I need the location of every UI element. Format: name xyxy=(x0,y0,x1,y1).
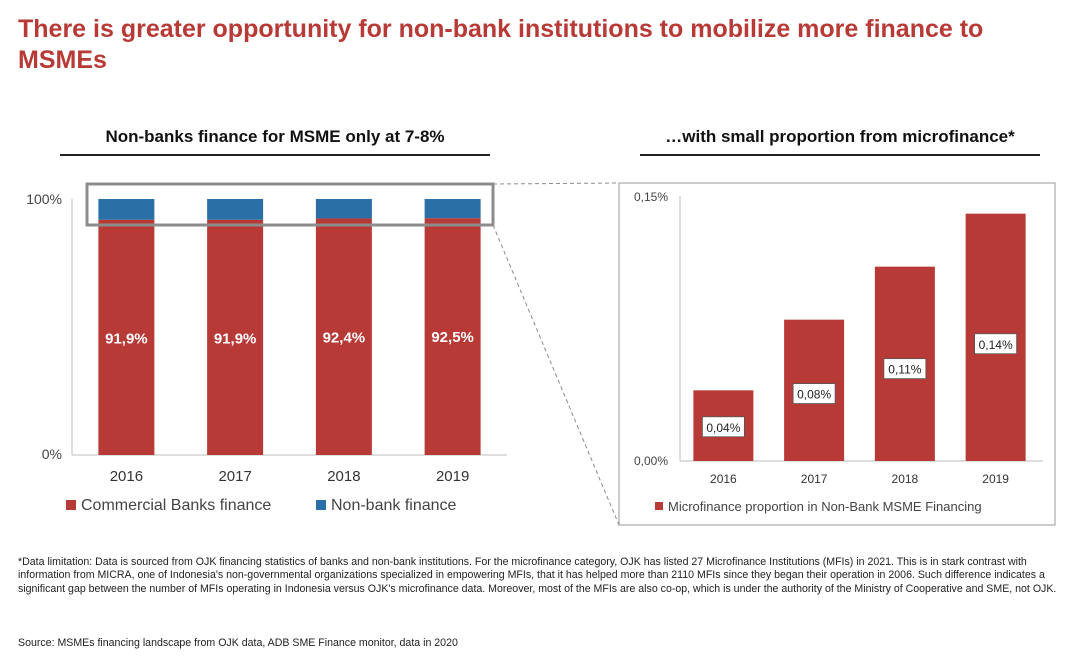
bar-data-label: 0,08% xyxy=(797,388,831,402)
right-x-tick-label: 2019 xyxy=(982,472,1009,486)
page-title: There is greater opportunity for non-ban… xyxy=(18,15,984,74)
highlight-box xyxy=(85,182,495,227)
bank-finance-bar xyxy=(98,219,155,455)
right-chart-subtitle: …with small proportion from microfinance… xyxy=(665,127,1015,146)
right-x-tick-label: 2017 xyxy=(801,472,828,486)
footnote: *Data limitation: Data is sourced from O… xyxy=(18,556,1057,595)
left-stacked-bar-chart: 0% 100% 91,9% 2016 91,9% 2017 92,4% 2018 92,5% 20… xyxy=(26,191,507,514)
bar-data-label: 0,04% xyxy=(706,421,740,435)
bar-data-label: 91,9% xyxy=(105,331,148,348)
left-x-tick-label: 2017 xyxy=(218,468,251,485)
left-y-tick-label: 0% xyxy=(42,446,62,462)
bank-finance-bar xyxy=(207,219,264,455)
bar-data-label: 92,4% xyxy=(323,329,366,346)
connector-line-bottom xyxy=(492,224,620,526)
right-bar-chart: 0,00% 0,15% 0,04% 2016 0,08% 2017 0,11% 2018 0,1… xyxy=(618,182,1056,526)
legend-label-microfinance: Microfinance proportion in Non-Bank MSME… xyxy=(668,499,982,514)
right-chart-frame xyxy=(618,182,1056,526)
nonbank-finance-bar xyxy=(98,199,155,220)
source-note: Source: MSMEs financing landscape from O… xyxy=(18,637,458,649)
bar-data-label: 91,9% xyxy=(214,331,257,348)
legend-label-bank: Commercial Banks finance xyxy=(81,497,271,514)
bank-finance-bar xyxy=(424,218,481,455)
right-subtitle-underline xyxy=(640,154,1040,156)
right-x-tick-label: 2016 xyxy=(710,472,737,486)
bar-data-label: 0,11% xyxy=(888,363,921,377)
legend-swatch-bank xyxy=(66,500,76,510)
left-x-tick-label: 2016 xyxy=(110,468,143,485)
nonbank-finance-bar xyxy=(207,199,264,220)
right-y-tick-label: 0,15% xyxy=(634,190,668,204)
data-label-box xyxy=(792,383,836,404)
bank-finance-bar xyxy=(315,218,372,455)
nonbank-finance-bar xyxy=(315,199,372,219)
left-x-tick-label: 2019 xyxy=(436,468,469,485)
left-subtitle-underline xyxy=(60,154,490,156)
left-x-tick-label: 2018 xyxy=(327,468,360,485)
right-x-tick-label: 2018 xyxy=(892,472,919,486)
data-label-box xyxy=(974,333,1018,355)
legend-swatch-nonbank xyxy=(316,500,326,510)
data-label-box xyxy=(883,358,927,380)
bar-data-label: 92,5% xyxy=(431,329,474,346)
nonbank-finance-bar xyxy=(424,199,481,219)
zoom-annotation xyxy=(85,182,620,526)
legend-label-nonbank: Non-bank finance xyxy=(331,497,457,514)
connector-line-top xyxy=(492,182,620,185)
right-y-tick-label: 0,00% xyxy=(634,454,668,468)
left-chart-subtitle: Non-banks finance for MSME only at 7-8% xyxy=(105,127,445,146)
legend-swatch-microfinance xyxy=(655,502,663,510)
left-y-tick-label: 100% xyxy=(26,191,62,207)
bar-data-label: 0,14% xyxy=(979,338,1013,352)
data-label-box xyxy=(701,416,745,438)
